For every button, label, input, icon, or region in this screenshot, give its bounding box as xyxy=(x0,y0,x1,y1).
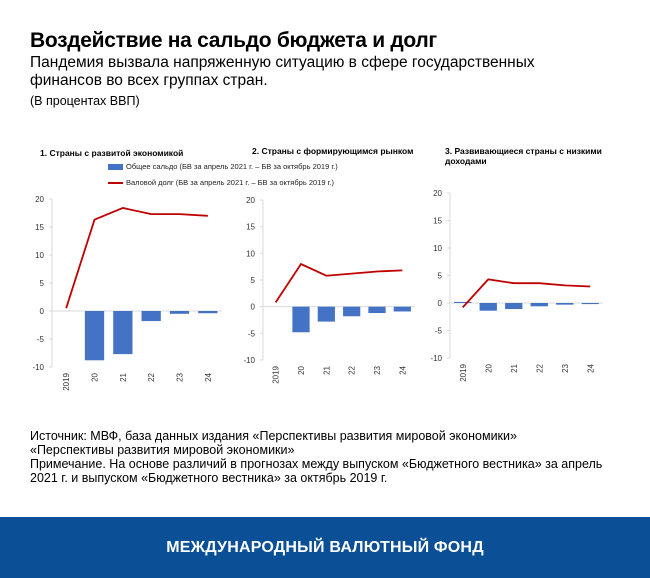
legend-debt-label: Валовой долг (БВ за апрель 2021 г. – БВ … xyxy=(126,178,334,187)
y-tick-label: 15 xyxy=(433,217,442,226)
balance-bar xyxy=(292,306,310,333)
source-text-2: «Перспективы развития мировой экономики» xyxy=(30,443,295,457)
y-tick-label: 10 xyxy=(433,244,442,253)
y-tick-label: 15 xyxy=(246,223,255,232)
y-tick-label: 0 xyxy=(438,299,443,308)
balance-bar xyxy=(393,306,411,312)
page-title: Воздействие на сальдо бюджета и долг xyxy=(30,29,437,52)
x-tick-label: 23 xyxy=(176,372,185,381)
y-tick-label: -10 xyxy=(243,356,255,365)
y-tick-label: 0 xyxy=(40,307,45,316)
x-tick-label: 21 xyxy=(119,372,128,381)
chart-2-title: 2. Страны с формирующимся рынком xyxy=(252,146,414,156)
debt-line xyxy=(274,262,403,303)
x-tick-label: 20 xyxy=(484,363,493,372)
x-tick-label: 22 xyxy=(147,372,156,381)
y-tick-label: 10 xyxy=(35,251,44,260)
footer-band: МЕЖДУНАРОДНЫЙ ВАЛЮТНЫЙ ФОНД xyxy=(0,517,650,578)
x-tick-label: 24 xyxy=(204,372,213,381)
legend-line-swatch xyxy=(108,181,123,184)
balance-bar xyxy=(343,306,361,317)
debt-line xyxy=(462,278,591,309)
balance-bar xyxy=(556,303,574,305)
x-tick-label: 20 xyxy=(91,372,100,381)
y-tick-label: 10 xyxy=(246,249,255,258)
x-tick-label: 23 xyxy=(561,363,570,372)
balance-bar xyxy=(368,306,386,314)
balance-bar xyxy=(84,311,105,361)
y-tick-label: -5 xyxy=(435,327,443,336)
y-tick-label: -10 xyxy=(32,363,44,372)
unit-label: (В процентах ВВП) xyxy=(30,94,140,108)
x-tick-label: 20 xyxy=(297,365,306,374)
balance-bar xyxy=(479,303,497,311)
x-tick-label: 24 xyxy=(586,363,595,372)
x-tick-label: 24 xyxy=(398,365,407,374)
x-tick-label: 21 xyxy=(510,363,519,372)
debt-line xyxy=(65,207,208,309)
x-tick-label: 23 xyxy=(373,365,382,374)
balance-bar xyxy=(530,303,548,307)
balance-bar xyxy=(317,306,335,322)
y-tick-label: 20 xyxy=(35,195,44,204)
y-tick-label: 5 xyxy=(40,279,45,288)
source-text: Источник: МВФ, база данных издания «Перс… xyxy=(30,429,517,443)
balance-bar xyxy=(454,301,472,303)
y-tick-label: 20 xyxy=(246,196,255,205)
x-tick-label: 2019 xyxy=(459,363,468,381)
subtitle: Пандемия вызвала напряженную ситуацию в … xyxy=(30,54,535,89)
balance-bar xyxy=(113,311,133,355)
y-tick-label: -5 xyxy=(37,335,45,344)
y-tick-label: 20 xyxy=(433,189,442,198)
y-tick-label: 0 xyxy=(251,303,256,312)
y-tick-label: -10 xyxy=(430,354,442,363)
x-tick-label: 22 xyxy=(535,363,544,372)
balance-bar xyxy=(505,303,523,310)
chart-1-title: 1. Страны с развитой экономикой xyxy=(40,148,184,158)
legend-debt: Валовой долг (БВ за апрель 2021 г. – БВ … xyxy=(108,178,334,187)
x-tick-label: 2019 xyxy=(62,372,71,390)
org-name: МЕЖДУНАРОДНЫЙ ВАЛЮТНЫЙ ФОНД xyxy=(166,538,484,556)
y-tick-label: -5 xyxy=(248,329,256,338)
balance-bar xyxy=(581,303,599,305)
y-tick-label: 5 xyxy=(438,272,443,281)
y-tick-label: 15 xyxy=(35,223,44,232)
chart-3-title: 3. Развивающиеся страны с низкими дохода… xyxy=(445,146,602,166)
legend-balance-label: Общее сальдо (БВ за апрель 2021 г. – БВ … xyxy=(126,162,338,171)
y-tick-label: 5 xyxy=(251,276,256,285)
balance-bar xyxy=(141,311,161,322)
x-tick-label: 2019 xyxy=(272,365,281,383)
notes: Источник: МВФ, база данных издания «Перс… xyxy=(30,429,630,485)
legend-balance: Общее сальдо (БВ за апрель 2021 г. – БВ … xyxy=(108,162,338,171)
note-text: Примечание. На основе различий в прогноз… xyxy=(30,457,603,485)
legend-bar-swatch xyxy=(108,163,123,170)
balance-bar xyxy=(169,311,190,314)
x-tick-label: 21 xyxy=(322,365,331,374)
x-tick-label: 22 xyxy=(348,365,357,374)
balance-bar xyxy=(198,311,218,314)
